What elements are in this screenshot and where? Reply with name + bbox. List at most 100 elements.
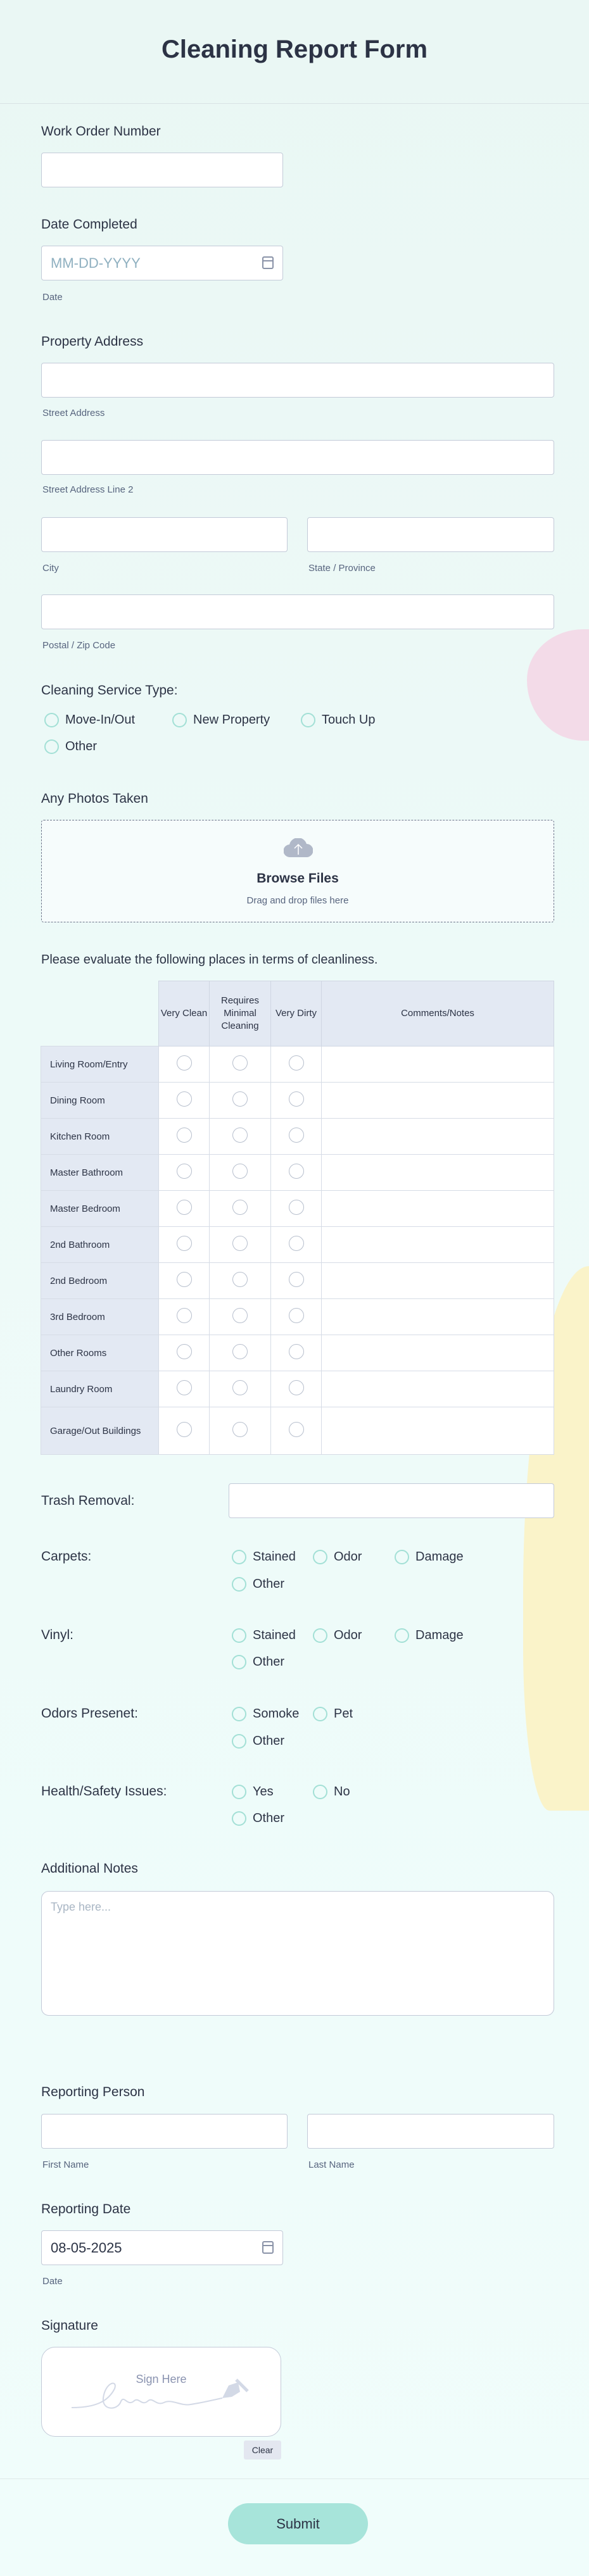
matrix-comment-cell[interactable] bbox=[321, 1226, 554, 1263]
matrix-radio[interactable] bbox=[288, 1272, 304, 1287]
matrix-radio[interactable] bbox=[176, 1128, 192, 1143]
matrix-comment-cell[interactable] bbox=[321, 1371, 554, 1407]
matrix-radio[interactable] bbox=[288, 1308, 304, 1323]
radio-health-yes[interactable]: Yes bbox=[232, 1785, 274, 1799]
matrix-radio[interactable] bbox=[232, 1308, 248, 1323]
clear-signature-button[interactable]: Clear bbox=[244, 2441, 281, 2460]
matrix-radio[interactable] bbox=[176, 1091, 192, 1107]
radio-vinyl-other[interactable]: Other bbox=[232, 1655, 284, 1669]
matrix-radio[interactable] bbox=[232, 1272, 248, 1287]
matrix-radio[interactable] bbox=[288, 1128, 304, 1143]
last-name-input[interactable] bbox=[307, 2114, 554, 2149]
matrix-radio[interactable] bbox=[176, 1055, 192, 1071]
radio-carpets-odor[interactable]: Odor bbox=[313, 1550, 362, 1564]
radio-circle[interactable] bbox=[395, 1550, 409, 1564]
radio-carpets-damage[interactable]: Damage bbox=[395, 1550, 464, 1564]
matrix-radio[interactable] bbox=[176, 1164, 192, 1179]
radio-circle[interactable] bbox=[44, 713, 59, 727]
matrix-radio[interactable] bbox=[176, 1344, 192, 1359]
radio-circle[interactable] bbox=[395, 1628, 409, 1643]
signature-pad[interactable]: Sign Here bbox=[41, 2347, 281, 2437]
radio-health-other[interactable]: Other bbox=[232, 1811, 284, 1826]
radio-circle[interactable] bbox=[232, 1577, 246, 1592]
matrix-radio[interactable] bbox=[232, 1055, 248, 1071]
matrix-radio[interactable] bbox=[288, 1200, 304, 1215]
matrix-radio[interactable] bbox=[176, 1380, 192, 1395]
radio-odors-pet[interactable]: Pet bbox=[313, 1707, 353, 1721]
radio-circle[interactable] bbox=[232, 1811, 246, 1826]
matrix-radio[interactable] bbox=[176, 1422, 192, 1437]
matrix-comment-cell[interactable] bbox=[321, 1046, 554, 1083]
radio-circle[interactable] bbox=[232, 1707, 246, 1721]
radio-carpets-stained[interactable]: Stained bbox=[232, 1550, 296, 1564]
work-order-input[interactable] bbox=[41, 153, 283, 187]
street-address-line2-input[interactable] bbox=[41, 440, 554, 475]
matrix-comment-cell[interactable] bbox=[321, 1335, 554, 1371]
state-input[interactable] bbox=[307, 517, 554, 552]
additional-notes-textarea[interactable] bbox=[41, 1891, 554, 2016]
radio-odors-other[interactable]: Other bbox=[232, 1734, 284, 1749]
matrix-radio[interactable] bbox=[232, 1164, 248, 1179]
radio-touch-up[interactable]: Touch Up bbox=[301, 713, 376, 727]
radio-health-no[interactable]: No bbox=[313, 1785, 350, 1799]
reporting-date-input[interactable]: 08-05-2025 bbox=[41, 2230, 283, 2265]
matrix-radio[interactable] bbox=[232, 1128, 248, 1143]
radio-other[interactable]: Other bbox=[44, 739, 97, 754]
radio-circle[interactable] bbox=[232, 1785, 246, 1799]
city-input[interactable] bbox=[41, 517, 288, 552]
matrix-radio[interactable] bbox=[288, 1422, 304, 1437]
postal-code-input[interactable] bbox=[41, 594, 554, 629]
radio-circle[interactable] bbox=[232, 1550, 246, 1564]
radio-carpets-other[interactable]: Other bbox=[232, 1577, 284, 1592]
matrix-radio[interactable] bbox=[232, 1236, 248, 1251]
matrix-comment-cell[interactable] bbox=[321, 1154, 554, 1191]
radio-circle[interactable] bbox=[44, 739, 59, 754]
matrix-comment-cell[interactable] bbox=[321, 1407, 554, 1455]
radio-odors-smoke[interactable]: Somoke bbox=[232, 1707, 299, 1721]
matrix-radio[interactable] bbox=[288, 1164, 304, 1179]
radio-circle[interactable] bbox=[232, 1628, 246, 1643]
matrix-radio[interactable] bbox=[176, 1236, 192, 1251]
matrix-cell bbox=[209, 1262, 271, 1299]
calendar-icon[interactable] bbox=[262, 2241, 274, 2254]
matrix-comment-cell[interactable] bbox=[321, 1298, 554, 1335]
matrix-comment-cell[interactable] bbox=[321, 1190, 554, 1227]
file-upload-dropzone[interactable]: Browse Files Drag and drop files here bbox=[41, 820, 554, 922]
matrix-radio[interactable] bbox=[176, 1200, 192, 1215]
matrix-comment-cell[interactable] bbox=[321, 1262, 554, 1299]
radio-circle[interactable] bbox=[232, 1734, 246, 1749]
radio-move-in-out[interactable]: Move-In/Out bbox=[44, 713, 135, 727]
calendar-icon[interactable] bbox=[262, 256, 274, 269]
matrix-radio[interactable] bbox=[288, 1344, 304, 1359]
browse-files-label[interactable]: Browse Files bbox=[256, 871, 339, 886]
matrix-radio[interactable] bbox=[232, 1422, 248, 1437]
radio-circle[interactable] bbox=[313, 1628, 327, 1643]
matrix-radio[interactable] bbox=[232, 1200, 248, 1215]
date-completed-input[interactable]: MM-DD-YYYY bbox=[41, 246, 283, 280]
matrix-radio[interactable] bbox=[232, 1091, 248, 1107]
matrix-comment-cell[interactable] bbox=[321, 1082, 554, 1119]
matrix-radio[interactable] bbox=[176, 1272, 192, 1287]
first-name-input[interactable] bbox=[41, 2114, 288, 2149]
radio-circle[interactable] bbox=[313, 1550, 327, 1564]
radio-circle[interactable] bbox=[232, 1655, 246, 1669]
matrix-radio[interactable] bbox=[288, 1380, 304, 1395]
radio-circle[interactable] bbox=[172, 713, 187, 727]
radio-circle[interactable] bbox=[313, 1785, 327, 1799]
matrix-radio[interactable] bbox=[232, 1344, 248, 1359]
radio-vinyl-odor[interactable]: Odor bbox=[313, 1628, 362, 1643]
matrix-radio[interactable] bbox=[288, 1055, 304, 1071]
radio-circle[interactable] bbox=[313, 1707, 327, 1721]
radio-vinyl-stained[interactable]: Stained bbox=[232, 1628, 296, 1643]
matrix-radio[interactable] bbox=[288, 1236, 304, 1251]
matrix-radio[interactable] bbox=[232, 1380, 248, 1395]
matrix-radio[interactable] bbox=[176, 1308, 192, 1323]
submit-button[interactable]: Submit bbox=[228, 2503, 368, 2544]
street-address-input[interactable] bbox=[41, 363, 554, 398]
radio-new-property[interactable]: New Property bbox=[172, 713, 270, 727]
trash-removal-input[interactable] bbox=[229, 1483, 554, 1518]
matrix-radio[interactable] bbox=[288, 1091, 304, 1107]
matrix-comment-cell[interactable] bbox=[321, 1118, 554, 1155]
radio-circle[interactable] bbox=[301, 713, 315, 727]
radio-vinyl-damage[interactable]: Damage bbox=[395, 1628, 464, 1643]
